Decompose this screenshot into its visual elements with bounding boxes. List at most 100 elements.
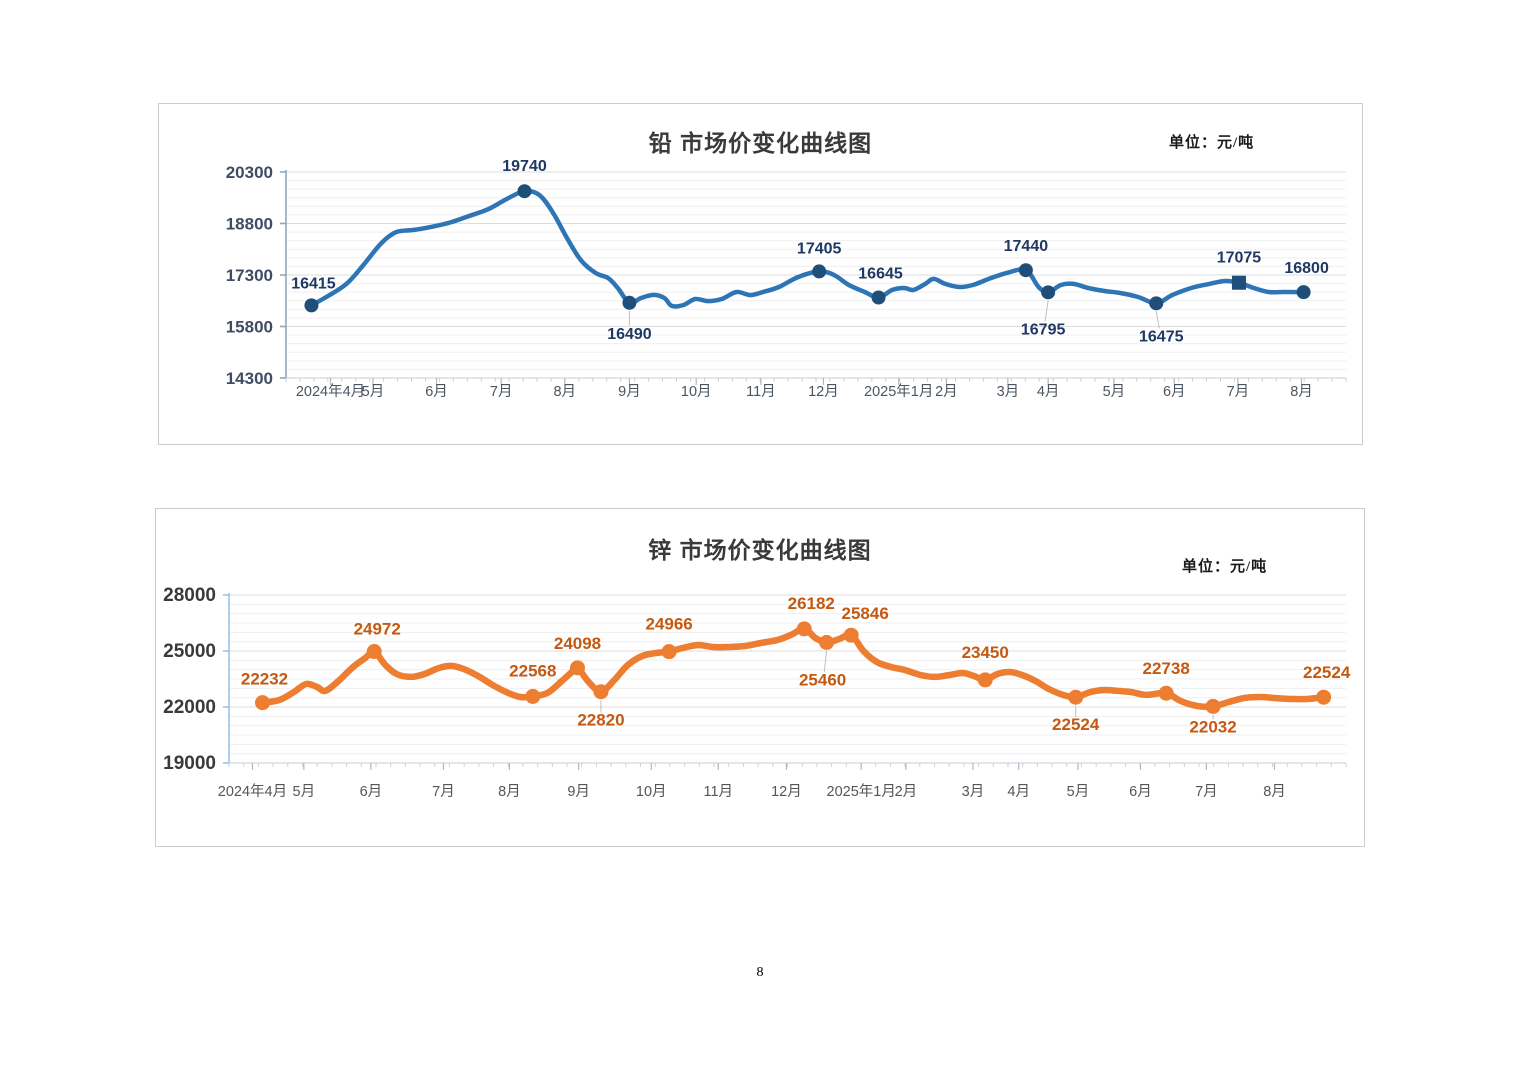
zinc-price-chart-card: 19000 22000 25000 28000 2024年4月 5月 6月 7月 8月 9月 10月… [155, 508, 1365, 847]
data-point-label: 22738 [1143, 659, 1190, 678]
x-axis-label: 2025年1月 [827, 783, 896, 800]
data-point-label: 22032 [1189, 717, 1236, 736]
x-axis-label: 6月 [1129, 784, 1152, 800]
lead-chart-unit-label: 单位：元/吨 [1169, 135, 1255, 151]
x-axis-label: 2024年4月 [218, 783, 287, 800]
data-points: 16415 19740 16490 17405 16645 17440 16795 16475… [291, 158, 1329, 345]
data-point-label: 24098 [554, 634, 601, 653]
data-point-label: 26182 [788, 594, 835, 613]
data-point-marker [1041, 285, 1056, 300]
x-axis-label: 5月 [1103, 384, 1126, 400]
x-axis-label: 9月 [618, 384, 641, 400]
data-point-marker [517, 184, 532, 199]
x-axis-label: 2025年1月 [864, 383, 933, 400]
x-axis-label: 8月 [1290, 384, 1313, 400]
price-line [259, 625, 1327, 711]
data-point-label: 19740 [502, 158, 547, 175]
y-axis-label: 22000 [163, 697, 216, 718]
data-point-marker [977, 672, 993, 688]
y-axis: 14300 15800 17300 18800 20300 [226, 163, 287, 388]
x-axis-label: 9月 [567, 784, 590, 800]
data-point-label: 24972 [354, 620, 401, 639]
data-point-marker [304, 298, 319, 313]
page-number: 8 [756, 965, 764, 980]
x-axis-label: 10月 [681, 384, 712, 400]
data-point-marker [843, 627, 859, 643]
x-axis-label: 8月 [498, 784, 521, 800]
lead-chart-title: 铅 市场价变化曲线图 [648, 130, 873, 156]
data-point-marker [661, 644, 677, 660]
data-point-label: 16475 [1139, 328, 1184, 345]
data-point-label: 25846 [842, 604, 889, 623]
lead-price-chart-card: 14300 15800 17300 18800 20300 2024年4月 5月 6月 7月 8月… [158, 103, 1363, 445]
data-point-marker-square [1231, 275, 1246, 290]
data-point-marker [871, 290, 886, 305]
x-axis-label: 7月 [490, 384, 513, 400]
x-axis-label: 7月 [1195, 784, 1218, 800]
x-axis-label: 6月 [360, 784, 383, 800]
x-axis-label: 2024年4月 [296, 383, 365, 400]
x-axis-label: 5月 [362, 384, 385, 400]
x-axis-label: 3月 [997, 384, 1020, 400]
data-point-marker [366, 644, 382, 660]
y-axis-label: 14300 [226, 369, 273, 388]
y-axis-label: 20300 [226, 163, 273, 182]
x-axis-label: 5月 [1067, 784, 1090, 800]
zinc-chart-title: 锌 市场价变化曲线图 [648, 537, 872, 563]
x-axis-label: 8月 [553, 384, 576, 400]
data-point-marker [1018, 263, 1033, 278]
data-point-marker [812, 264, 827, 279]
data-point-marker [255, 695, 271, 711]
data-point-marker [796, 621, 812, 637]
x-axis-label: 2月 [895, 784, 918, 800]
data-point-label: 17440 [1004, 238, 1049, 255]
x-axis-label: 8月 [1263, 784, 1286, 800]
zinc-chart-unit-label: 单位：元/吨 [1182, 559, 1268, 575]
data-label-leader [1155, 311, 1160, 329]
zinc-price-chart: 19000 22000 25000 28000 2024年4月 5月 6月 7月 8月 9月 10月… [163, 585, 1351, 800]
data-point-label: 22568 [509, 661, 556, 680]
x-axis-label: 6月 [1163, 384, 1186, 400]
data-point-label: 16795 [1021, 321, 1066, 338]
data-point-label: 16645 [858, 265, 903, 282]
data-label-leader [823, 650, 828, 673]
gridlines [229, 594, 1346, 764]
price-line [309, 188, 1306, 309]
x-axis-label: 11月 [746, 384, 776, 400]
x-axis-label: 7月 [1227, 384, 1250, 400]
data-point-marker [819, 634, 835, 650]
data-point-marker [1205, 698, 1221, 714]
y-axis-label: 19000 [163, 753, 216, 774]
x-axis-label: 3月 [962, 784, 985, 800]
data-point-marker [1296, 285, 1311, 300]
data-point-marker [622, 295, 637, 310]
data-point-label: 24966 [645, 615, 692, 634]
data-point-label: 16800 [1284, 260, 1329, 277]
data-point-label: 22524 [1052, 715, 1100, 734]
y-axis-label: 18800 [226, 215, 273, 234]
x-axis-label: 2月 [935, 384, 958, 400]
data-point-marker [1316, 689, 1332, 705]
data-label-leader [1044, 300, 1049, 322]
x-axis-label: 7月 [432, 784, 455, 800]
x-axis-label: 12月 [808, 384, 839, 400]
y-axis-label: 17300 [226, 266, 273, 285]
data-point-label: 16415 [291, 275, 336, 292]
x-axis-label: 4月 [1037, 384, 1060, 400]
data-point-label: 17405 [797, 240, 842, 257]
data-point-label: 25460 [799, 670, 846, 689]
y-axis-label: 25000 [163, 641, 216, 662]
data-point-marker [525, 688, 541, 704]
y-axis-label: 28000 [163, 585, 216, 606]
y-axis-label: 15800 [226, 318, 273, 337]
y-axis: 19000 22000 25000 28000 [163, 585, 230, 774]
x-axis-label: 11月 [703, 784, 733, 800]
data-point-label: 17075 [1217, 250, 1262, 267]
x-axis-label: 6月 [425, 384, 448, 400]
x-axis-label: 10月 [636, 784, 667, 800]
data-point-label: 22232 [241, 670, 288, 689]
data-point-marker [1068, 689, 1084, 705]
